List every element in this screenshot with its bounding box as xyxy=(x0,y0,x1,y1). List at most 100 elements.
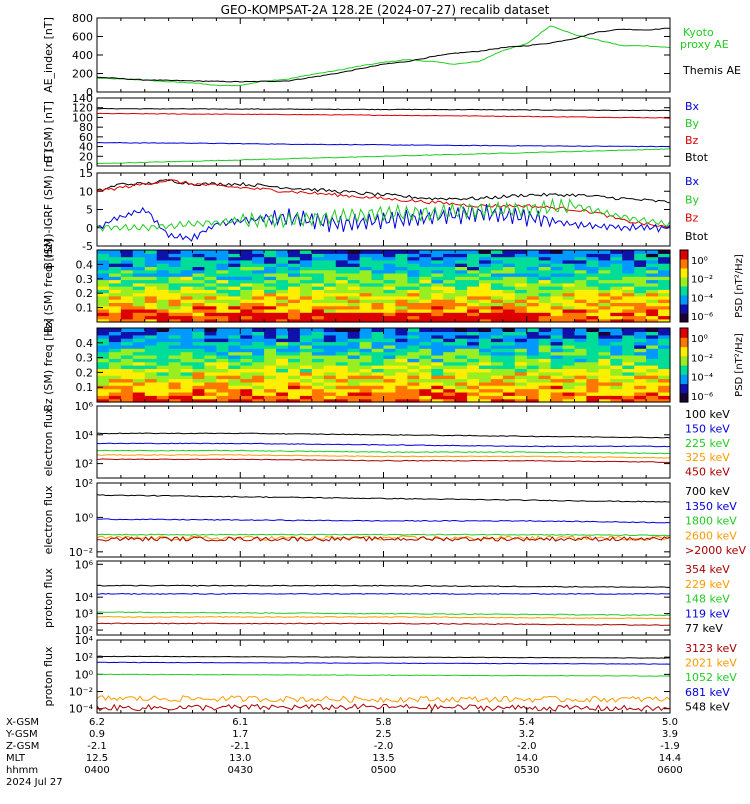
series-line-By xyxy=(97,197,670,232)
heatmap-cell xyxy=(216,334,229,339)
heatmap-cell xyxy=(658,354,671,359)
heatmap-cell xyxy=(168,286,182,290)
heatmap-cell xyxy=(228,338,241,343)
heatmap-cell xyxy=(323,391,337,396)
heatmap-cell xyxy=(526,371,540,376)
heatmap-cell xyxy=(490,368,504,373)
heatmap-cell xyxy=(634,378,647,383)
heatmap-cell xyxy=(598,295,611,300)
heatmap-cell xyxy=(502,256,516,261)
heatmap-cell xyxy=(658,289,671,294)
heatmap-cell xyxy=(323,282,337,287)
heatmap-cell xyxy=(514,305,528,310)
legend-entry: By xyxy=(685,117,700,130)
heatmap-cell xyxy=(502,315,516,320)
heatmap-cell xyxy=(431,338,444,343)
heatmap-cell xyxy=(502,391,516,396)
heatmap-cell xyxy=(610,266,623,271)
heatmap-cell xyxy=(467,385,480,390)
heatmap-cell xyxy=(335,272,349,277)
heatmap-cell xyxy=(347,302,361,307)
heatmap-cell xyxy=(216,338,229,343)
heatmap-cell xyxy=(395,259,408,264)
heatmap-cell xyxy=(419,398,432,403)
heatmap-cell xyxy=(264,302,277,307)
heatmap-cell xyxy=(610,331,623,336)
heatmap-cell xyxy=(335,292,349,297)
heatmap-cell xyxy=(168,295,182,300)
heatmap-cell xyxy=(288,398,301,403)
heatmap-cell xyxy=(407,259,420,264)
heatmap-cell xyxy=(168,395,182,400)
heatmap-cell xyxy=(419,299,432,303)
heatmap-cell xyxy=(252,259,265,264)
heatmap-cell xyxy=(538,253,552,258)
heatmap-cell xyxy=(502,375,516,380)
heatmap-cell xyxy=(132,351,146,356)
heatmap-cell xyxy=(168,371,182,376)
heatmap-cell xyxy=(502,378,516,383)
heatmap-cell xyxy=(467,351,480,356)
heatmap-cell xyxy=(455,253,468,258)
heatmap-cell xyxy=(371,388,385,393)
heatmap-cell xyxy=(120,371,134,376)
heatmap-cell xyxy=(490,371,504,376)
heatmap-cell xyxy=(419,276,432,281)
heatmap-cell xyxy=(323,292,337,297)
xaxis-value: -1.9 xyxy=(660,741,680,752)
panel-1-ytick-label: 80 xyxy=(79,121,93,134)
heatmap-cell xyxy=(562,259,576,264)
heatmap-cell xyxy=(383,365,396,369)
heatmap-cell xyxy=(180,315,194,320)
heatmap-cell xyxy=(538,305,552,310)
heatmap-cell xyxy=(419,391,432,396)
heatmap-cell xyxy=(538,368,552,373)
panel-8-ytick-label: 10⁰ xyxy=(75,668,94,681)
heatmap-cell xyxy=(323,351,337,356)
heatmap-cell xyxy=(144,358,158,363)
heatmap-cell xyxy=(419,331,432,336)
series-line-By xyxy=(97,148,670,165)
heatmap-cell xyxy=(646,371,659,376)
heatmap-cell xyxy=(395,338,408,343)
heatmap-cell xyxy=(228,276,241,281)
heatmap-cell xyxy=(347,398,361,403)
heatmap-cell xyxy=(323,286,337,290)
heatmap-cell xyxy=(132,368,146,373)
heatmap-cell xyxy=(467,279,480,284)
heatmap-cell xyxy=(204,354,217,359)
heatmap-cell xyxy=(144,312,158,317)
heatmap-cell xyxy=(526,344,540,349)
heatmap-cell xyxy=(574,378,587,383)
panel-3-ylabel: Bx (SM) freq [Hz] xyxy=(42,239,55,333)
heatmap-cell xyxy=(431,375,444,380)
colorbar-segment xyxy=(680,374,688,385)
heatmap-cell xyxy=(168,344,182,349)
heatmap-cell xyxy=(276,286,289,290)
series-line-Bz xyxy=(97,179,670,228)
heatmap-cell xyxy=(108,395,122,400)
heatmap-cell xyxy=(216,348,229,353)
heatmap-cell xyxy=(144,269,158,274)
heatmap-cell xyxy=(204,256,217,261)
heatmap-cell xyxy=(168,378,182,383)
heatmap-cell xyxy=(156,395,170,400)
heatmap-cell xyxy=(586,295,599,300)
heatmap-cell xyxy=(347,368,361,373)
heatmap-cell xyxy=(395,371,408,376)
heatmap-cell xyxy=(240,388,253,393)
heatmap-cell xyxy=(371,348,385,353)
heatmap-cell xyxy=(240,391,253,396)
heatmap-cell xyxy=(646,308,659,313)
heatmap-cell xyxy=(598,305,611,310)
heatmap-cell xyxy=(526,318,540,323)
heatmap-cell xyxy=(252,398,265,403)
heatmap-cell xyxy=(431,263,444,267)
heatmap-cell xyxy=(407,338,420,343)
heatmap-cell xyxy=(538,289,552,294)
heatmap-cell xyxy=(323,378,337,383)
heatmap-cell xyxy=(395,375,408,380)
heatmap-cell xyxy=(204,365,217,369)
panel-8-ylabel: proton flux xyxy=(42,646,55,706)
heatmap-cell xyxy=(371,263,385,267)
